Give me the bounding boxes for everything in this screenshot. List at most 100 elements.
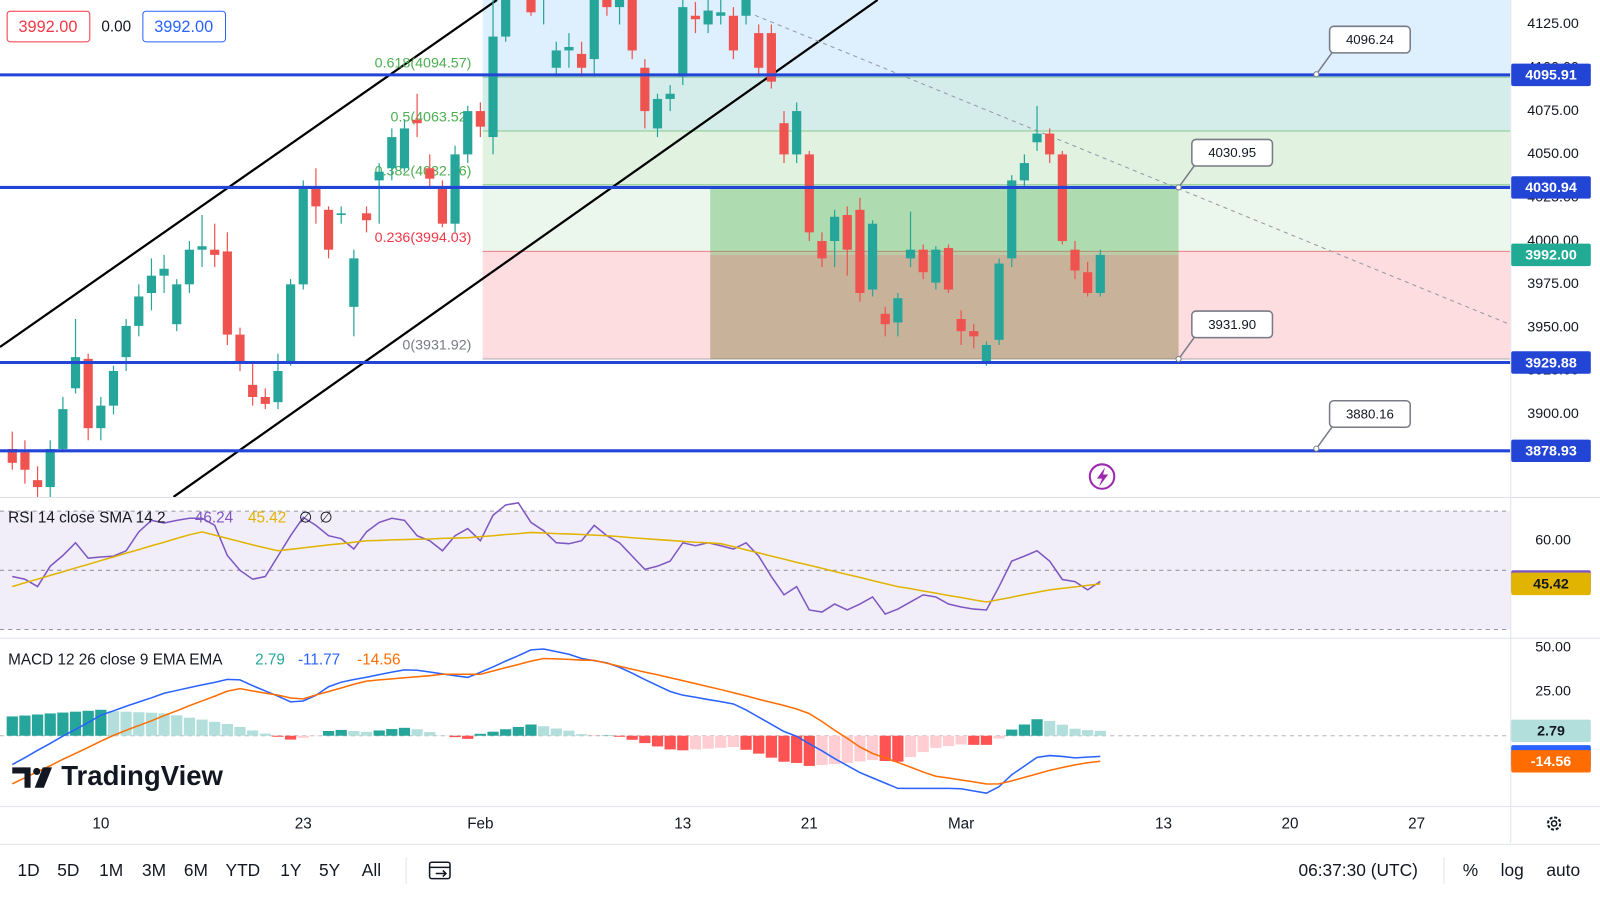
macd-histogram-bar <box>1018 724 1031 736</box>
candle-body <box>956 319 966 332</box>
range-button[interactable]: 6M <box>184 860 208 880</box>
fib-zone <box>482 77 1511 131</box>
macd-histogram-bar <box>31 714 44 736</box>
macd-histogram-bar <box>1044 720 1056 736</box>
candle-body <box>690 15 701 20</box>
macd-histogram-bar <box>411 729 423 736</box>
macd-histogram-bar <box>209 721 221 736</box>
candle-body <box>286 284 296 363</box>
rsi-line <box>12 502 1101 616</box>
range-button[interactable]: 5Y <box>319 860 341 880</box>
x-tick-label: 21 <box>801 816 818 833</box>
clock[interactable]: 06:37:30 (UTC) <box>1298 860 1417 880</box>
macd-histogram-bar <box>107 711 120 736</box>
candle-body <box>981 344 992 363</box>
macd-histogram-bar <box>942 735 955 747</box>
calendar-icon[interactable] <box>428 861 451 880</box>
candle-body <box>830 216 840 242</box>
macd-histogram-bar <box>575 734 588 736</box>
range-button[interactable]: 3M <box>142 860 166 880</box>
price-tag-label: 4095.91 <box>1525 68 1577 84</box>
macd-histogram-bar <box>651 735 664 747</box>
macd-histogram-bar <box>196 719 208 736</box>
macd-histogram-bar <box>879 735 891 762</box>
macd-histogram-bar <box>335 729 347 736</box>
macd-histogram-bar <box>183 717 196 736</box>
callout-label: 3931.90 <box>1208 317 1256 332</box>
range-button[interactable]: 5D <box>57 860 79 880</box>
candle-body <box>463 111 473 155</box>
candle-body <box>716 12 726 16</box>
candle-body <box>994 263 1004 340</box>
range-button[interactable]: YTD <box>226 860 261 880</box>
bid-box[interactable] <box>6 10 91 43</box>
candle-body <box>576 53 587 68</box>
legend-value: ∅ <box>299 509 312 526</box>
event-icon[interactable] <box>1088 463 1116 490</box>
macd-histogram-bar <box>550 728 562 736</box>
ask: 3992.00 <box>154 18 213 36</box>
candle-body <box>361 213 372 221</box>
range-button[interactable]: 1M <box>99 860 123 880</box>
macd-histogram-bar <box>525 724 537 736</box>
bid: 3992.00 <box>18 18 77 36</box>
candle-body <box>298 189 308 285</box>
callout-pointer <box>1315 51 1334 75</box>
y-tick-label: 3900.00 <box>1527 406 1579 422</box>
position-profit <box>710 187 1179 255</box>
macd-line <box>11 657 1101 785</box>
trend-line <box>754 14 1511 325</box>
macd-histogram-bar <box>829 735 841 764</box>
macd-histogram-bar <box>398 727 411 736</box>
legend-value: 46.24 <box>195 509 234 526</box>
callout-label: 3880.16 <box>1346 407 1394 422</box>
candle-body <box>741 0 751 16</box>
candle-body <box>1032 133 1042 143</box>
price-tag-label: 3992.00 <box>1525 248 1577 264</box>
candle-body <box>248 384 258 397</box>
scale-option[interactable]: % <box>1463 860 1478 880</box>
candle-body <box>7 448 17 463</box>
rsi-pane <box>0 502 1511 630</box>
macd-histogram-bar <box>348 730 360 736</box>
settings-button[interactable] <box>1546 816 1562 831</box>
macd-histogram-bar <box>841 735 853 763</box>
macd-histogram-bar <box>1006 729 1018 736</box>
candle-body <box>842 215 852 250</box>
settings-gear-center <box>1550 820 1558 827</box>
candle-body <box>437 189 448 224</box>
range-button[interactable]: 1Y <box>280 860 302 880</box>
macd-histogram-bar <box>297 735 309 738</box>
macd-histogram-bar <box>145 712 158 736</box>
price-tag <box>1511 351 1591 374</box>
candle-body <box>678 7 688 77</box>
macd-histogram-bar <box>234 726 246 736</box>
settings-gear[interactable] <box>1546 816 1562 831</box>
price-tag-label: 2.79 <box>1537 724 1565 740</box>
macd-histogram-bar <box>917 735 929 753</box>
fib-label: 0.236(3994.03) <box>375 230 472 246</box>
logo-dot <box>33 767 41 776</box>
candle-body <box>614 0 625 8</box>
callout-label: 4030.95 <box>1208 145 1256 160</box>
candle-body <box>450 154 460 224</box>
candle-body <box>1019 163 1029 181</box>
range-button[interactable]: All <box>362 860 381 880</box>
scale-option[interactable]: log <box>1501 860 1524 880</box>
price-tag <box>1511 750 1591 773</box>
scale-option[interactable]: auto <box>1546 860 1580 880</box>
x-tick-label: 23 <box>295 816 312 833</box>
y-tick-label: 25.00 <box>1535 684 1571 700</box>
ask-box[interactable] <box>142 10 227 43</box>
candle-body <box>969 331 979 337</box>
candle-body <box>1007 180 1017 259</box>
callout-pointer <box>1177 164 1196 188</box>
date-range-button[interactable] <box>428 861 451 880</box>
range-button[interactable]: 1D <box>17 860 39 880</box>
candle-body <box>387 137 397 169</box>
candle-body <box>311 189 321 207</box>
callout-box <box>1191 310 1274 339</box>
macd-histogram-bar <box>968 735 980 745</box>
macd-histogram-bar <box>57 712 69 736</box>
